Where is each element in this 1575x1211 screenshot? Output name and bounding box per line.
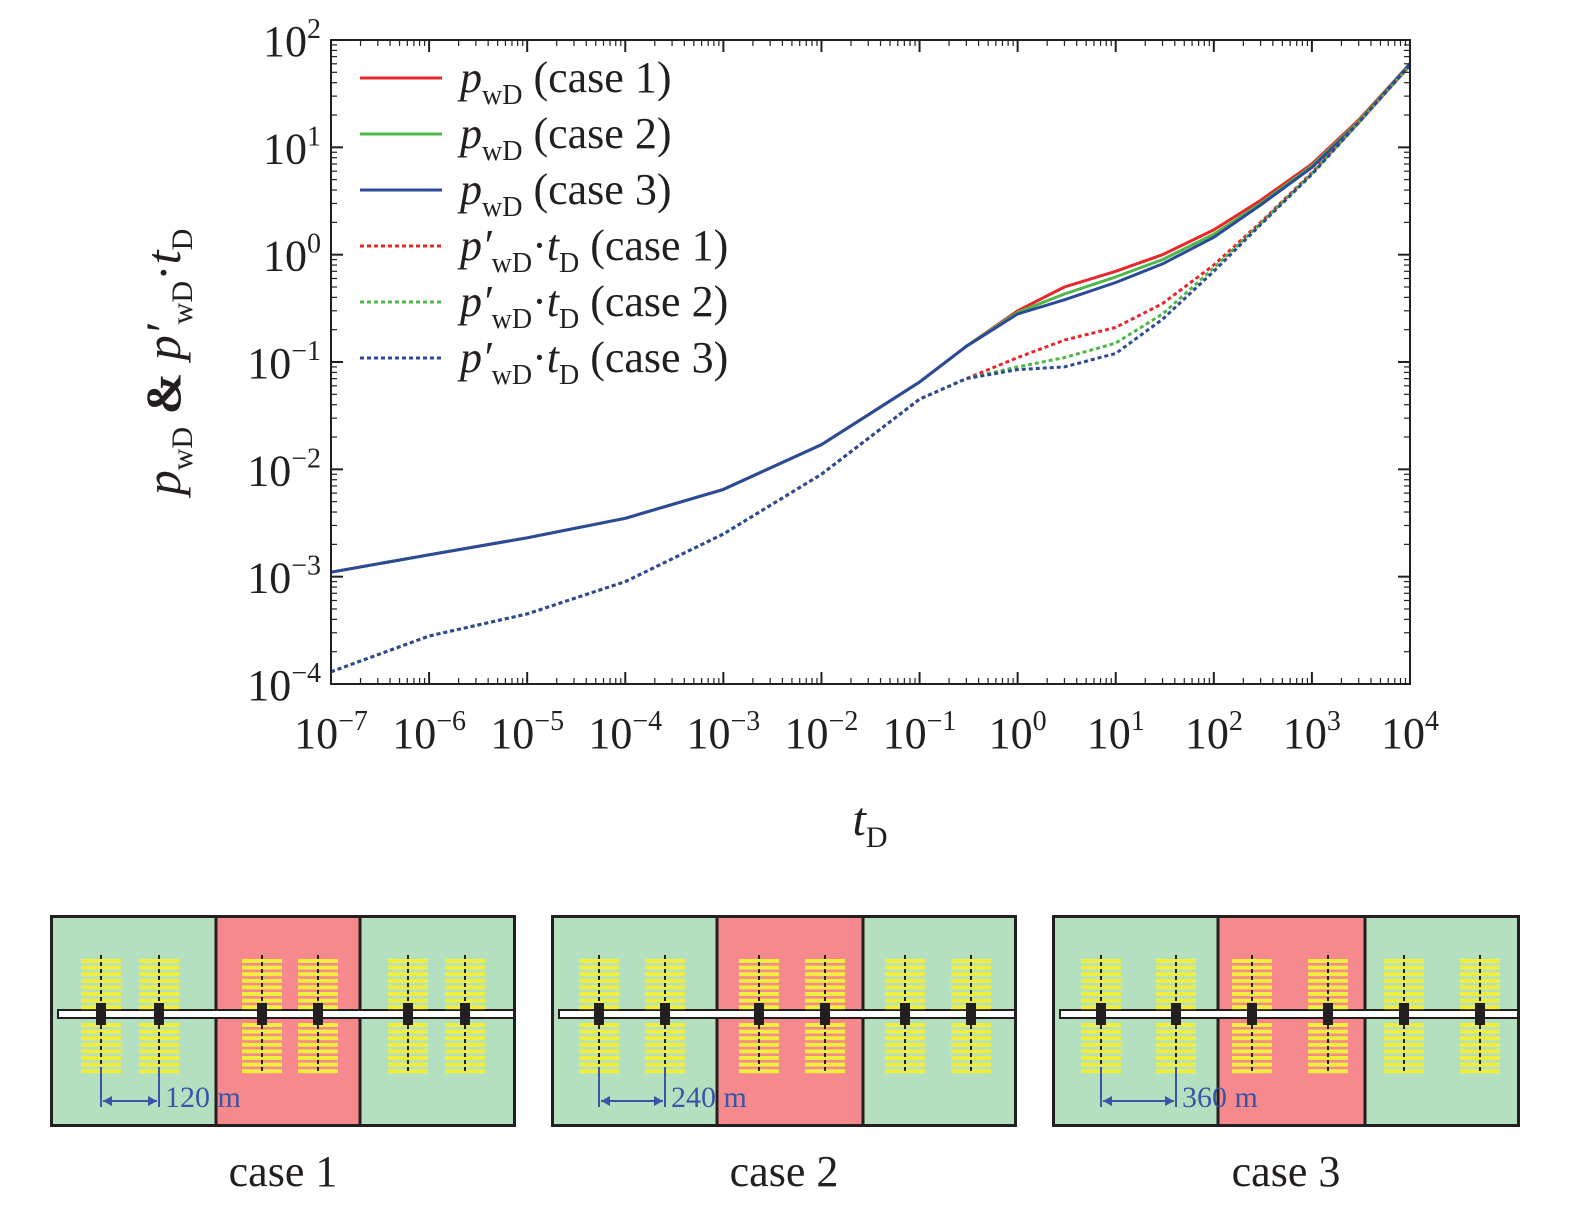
stimulated-region (216, 916, 360, 1126)
series-line-3 (330, 62, 1412, 574)
well-schematic-case-3: 360 m (1052, 915, 1520, 1127)
spacing-label: 120 m (165, 1081, 241, 1114)
fracture-cluster (739, 955, 779, 1074)
reservoir-boundary (1052, 915, 1520, 1127)
fracture-cluster (885, 955, 925, 1074)
arrowhead-right (148, 1096, 157, 1106)
legend: pwD (case 1)pwD (case 2)pwD (case 3)p′wD… (360, 53, 728, 391)
outer-region-left (1053, 916, 1218, 1126)
arrowhead-left (103, 1096, 112, 1106)
spacing-label: 360 m (1182, 1081, 1258, 1114)
pressure-derivative-chart: pwD (case 1)pwD (case 2)pwD (case 3)p′wD… (135, 14, 1439, 854)
x-tick-label: 10−6 (392, 706, 466, 758)
legend-label-3: pwD (case 3) (457, 165, 671, 223)
y-axis-label: pwD & p′wD·tD (135, 229, 199, 499)
y-tick-label: 10−2 (247, 443, 321, 495)
fracture-cluster (1460, 955, 1500, 1074)
x-tick-label: 102 (1185, 706, 1243, 758)
fracture-cluster (1081, 955, 1121, 1074)
series-line-6 (330, 64, 1412, 674)
case-1-label: case 1 (228, 1147, 338, 1196)
reservoir-boundary (551, 915, 1017, 1127)
fracture-cluster (388, 955, 428, 1074)
outer-region-right (863, 916, 1016, 1126)
stimulated-region (717, 916, 863, 1126)
y-tick-label: 101 (263, 121, 321, 173)
case-2-label: case 2 (729, 1147, 839, 1196)
y-tick-label: 10−1 (247, 336, 321, 388)
fracture-cluster (951, 955, 991, 1074)
x-tick-label: 103 (1283, 706, 1341, 758)
x-tick-label: 10−7 (294, 706, 368, 758)
outer-region-left (51, 916, 216, 1126)
fracture-cluster (445, 955, 485, 1074)
arrowhead-left (601, 1096, 610, 1106)
x-tick-label: 10−5 (490, 706, 564, 758)
fracture-cluster (1384, 955, 1424, 1074)
ticks-layer (330, 39, 1411, 685)
y-tick-label: 10−4 (247, 658, 321, 710)
x-tick-label: 10−2 (785, 706, 859, 758)
x-tick-label: 100 (989, 706, 1047, 758)
outer-region-left (552, 916, 717, 1126)
legend-label-4: p′wD·tD (case 1) (457, 221, 728, 279)
fracture-cluster (805, 955, 845, 1074)
fracture-cluster (1232, 955, 1272, 1074)
well-schematic-case-1: 120 m (50, 915, 516, 1127)
y-tick-label: 100 (263, 229, 321, 281)
x-axis-label: tD (852, 793, 887, 854)
x-tick-label: 10−3 (686, 706, 760, 758)
axis-labels: 10−7 10−6 10−5 10−4 10−3 10−2 10−1 100 101 102 103… (135, 14, 1439, 854)
legend-label-2: pwD (case 2) (457, 109, 671, 167)
fracture-cluster (139, 955, 179, 1074)
fracture-cluster (1308, 955, 1348, 1074)
spacing-label: 240 m (671, 1081, 747, 1114)
stimulated-region (1218, 916, 1365, 1126)
horizontal-wellbore (57, 1009, 515, 1019)
x-tick-label: 101 (1087, 706, 1145, 758)
x-tick-label: 104 (1381, 706, 1439, 758)
outer-region-right (1365, 916, 1519, 1126)
well-schematic-case-2: 240 m (551, 915, 1017, 1127)
series-layer (330, 62, 1412, 674)
fracture-cluster (645, 955, 685, 1074)
outer-region-right (360, 916, 515, 1126)
legend-label-6: p′wD·tD (case 3) (457, 333, 728, 391)
arrowhead-right (1165, 1096, 1174, 1106)
horizontal-wellbore (558, 1009, 1016, 1019)
y-tick-label: 10−3 (247, 551, 321, 603)
x-tick-label: 10−4 (588, 706, 662, 758)
y-tick-label: 102 (263, 14, 321, 66)
arrowhead-right (654, 1096, 663, 1106)
fracture-cluster (298, 955, 338, 1074)
horizontal-wellbore (1059, 1009, 1519, 1019)
reservoir-boundary (50, 915, 516, 1127)
case-3-label: case 3 (1231, 1147, 1341, 1196)
legend-label-5: p′wD·tD (case 2) (457, 277, 728, 335)
x-tick-label: 10−1 (883, 706, 957, 758)
fracture-cluster (242, 955, 282, 1074)
legend-label-1: pwD (case 1) (457, 53, 671, 111)
arrowhead-left (1103, 1096, 1112, 1106)
